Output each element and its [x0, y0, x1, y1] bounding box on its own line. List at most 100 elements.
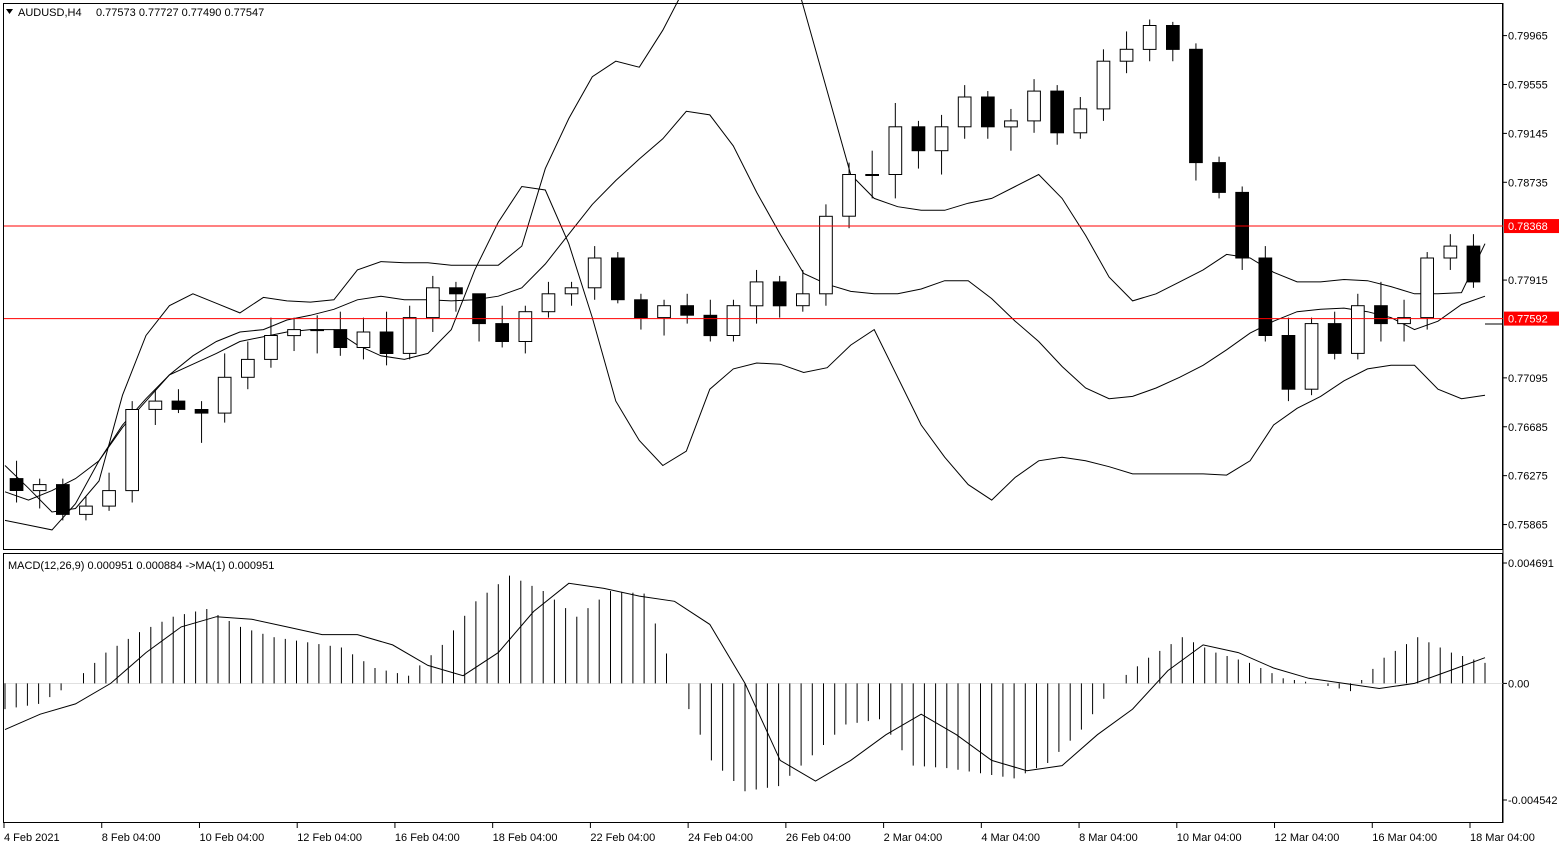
axis-layer: 0.79965 0.79555 0.79145 0.78735 0.77915 0.770… [3, 31, 1559, 844]
candle-body[interactable] [1004, 120, 1018, 128]
candle-body[interactable] [1096, 60, 1111, 110]
time-axis-label: 4 Feb 2021 [4, 832, 60, 844]
candle-body[interactable] [911, 126, 926, 152]
time-axis-label: 18 Feb 04:00 [493, 832, 558, 844]
candle-body[interactable] [796, 293, 810, 307]
macd-signal-line [4, 582, 1486, 782]
candle-body[interactable] [1166, 25, 1180, 50]
candle-body[interactable] [1397, 317, 1411, 325]
candle-body[interactable] [9, 478, 24, 492]
time-axis-label: 12 Feb 04:00 [297, 832, 362, 844]
candle-body[interactable] [1466, 245, 1481, 283]
candle-body[interactable] [241, 358, 255, 378]
price-axis-label: 0.77095 [1508, 373, 1548, 385]
macd-axis-label: -0.004542 [1508, 795, 1558, 807]
candle-body[interactable] [1374, 305, 1388, 325]
candle-body[interactable] [402, 317, 417, 354]
candle-body[interactable] [1212, 162, 1226, 193]
time-axis-label: 2 Mar 04:00 [884, 832, 943, 844]
candle-body[interactable] [1027, 90, 1041, 122]
candle-body[interactable] [819, 215, 833, 295]
candle-body[interactable] [1258, 257, 1273, 336]
candle-body[interactable] [564, 287, 579, 295]
time-axis-label: 10 Feb 04:00 [199, 832, 264, 844]
candle-body[interactable] [426, 287, 440, 319]
time-axis-label: 16 Feb 04:00 [395, 832, 460, 844]
candle-body[interactable] [541, 293, 556, 313]
candle-body[interactable] [449, 287, 463, 295]
candle-body[interactable] [287, 329, 301, 337]
time-axis-label: 22 Feb 04:00 [590, 832, 655, 844]
candle-body[interactable] [1281, 335, 1296, 390]
candle-body[interactable] [957, 96, 972, 128]
candle-body[interactable] [749, 281, 764, 307]
time-axis-label: 8 Feb 04:00 [102, 832, 161, 844]
candle-body[interactable] [611, 257, 625, 301]
candle-body[interactable] [1443, 245, 1458, 259]
candle-body[interactable] [1351, 305, 1365, 354]
candle-body[interactable] [102, 490, 116, 507]
candle-body[interactable] [310, 329, 324, 332]
candle-body[interactable] [148, 400, 163, 410]
time-axis-label: 10 Mar 04:00 [1177, 832, 1242, 844]
candle-body[interactable] [865, 174, 879, 176]
candle-body[interactable] [171, 400, 186, 410]
candle-body[interactable] [1142, 25, 1157, 50]
symbol-caption: AUDUSD,H4 [18, 7, 82, 19]
candle-body[interactable] [1235, 191, 1250, 259]
candle-body[interactable] [333, 329, 348, 349]
candle-body[interactable] [125, 409, 140, 492]
price-axis-label: 0.79965 [1508, 31, 1548, 43]
candle-body[interactable] [264, 335, 278, 360]
time-axis-label: 4 Mar 04:00 [981, 832, 1040, 844]
macd-pane[interactable] [3, 553, 1503, 823]
ohlc-caption: 0.77573 0.77727 0.77490 0.77547 [96, 7, 264, 19]
level-label-box[interactable] [1504, 219, 1559, 234]
macd-caption: MACD(12,26,9) 0.000951 0.000884 ->MA(1) … [8, 560, 274, 572]
dropdown-triangle-icon[interactable] [6, 9, 13, 14]
candle-body[interactable] [587, 257, 602, 289]
candle-body[interactable] [217, 376, 232, 414]
candle-body[interactable] [1073, 108, 1088, 134]
candle-body[interactable] [79, 505, 93, 515]
candle-body[interactable] [981, 96, 995, 128]
bollinger-lower-line [4, 185, 1486, 531]
candle-body[interactable] [703, 314, 718, 337]
level-label-box[interactable] [1504, 311, 1559, 326]
candle-body[interactable] [1189, 48, 1203, 164]
time-axis-label: 8 Mar 04:00 [1079, 832, 1138, 844]
candle-body[interactable] [472, 293, 486, 325]
candle-body[interactable] [842, 174, 856, 217]
macd-layer [4, 575, 1503, 792]
level-label-text: 0.78368 [1508, 221, 1548, 233]
price-pane[interactable] [3, 3, 1503, 550]
candle-body[interactable] [32, 484, 47, 492]
candle-body[interactable] [634, 299, 648, 319]
price-layer [4, 0, 1503, 531]
candle-body[interactable] [1420, 257, 1435, 319]
candle-body[interactable] [657, 305, 671, 319]
candle-body[interactable] [194, 409, 209, 414]
candle-body[interactable] [518, 311, 533, 343]
candle-body[interactable] [356, 331, 371, 348]
time-axis-label: 16 Mar 04:00 [1372, 832, 1437, 844]
bollinger-middle-line [4, 110, 1486, 501]
candle-body[interactable] [680, 305, 694, 316]
candle-body[interactable] [1327, 323, 1342, 354]
price-axis-label: 0.79555 [1508, 79, 1548, 91]
macd-axis-label: 0.004691 [1508, 558, 1554, 570]
time-axis-label: 26 Feb 04:00 [786, 832, 851, 844]
candle-body[interactable] [1119, 48, 1134, 62]
candle-body[interactable] [495, 323, 509, 343]
price-axis-label: 0.77915 [1508, 275, 1548, 287]
candle-body[interactable] [726, 305, 741, 337]
price-axis-label: 0.79145 [1508, 128, 1548, 140]
candle-body[interactable] [772, 281, 787, 307]
candle-body[interactable] [379, 331, 394, 354]
candle-body[interactable] [888, 126, 903, 176]
candle-body[interactable] [56, 484, 70, 515]
candle-body[interactable] [934, 126, 949, 152]
candle-body[interactable] [1050, 90, 1065, 134]
candle-body[interactable] [1304, 323, 1319, 390]
